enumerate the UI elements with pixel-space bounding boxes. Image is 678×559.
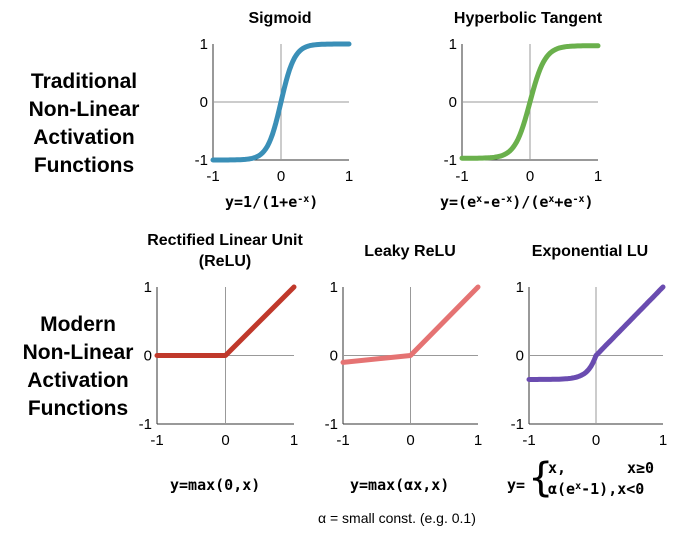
elu-formula-prefix: y= xyxy=(507,476,526,494)
series-line xyxy=(459,43,601,161)
series-line xyxy=(340,284,481,365)
sigmoid-formula: y=1/(1+e-x) xyxy=(225,193,318,211)
formula-part: α(e xyxy=(548,480,576,498)
y-tick-label: 0 xyxy=(330,348,338,365)
y-tick-label: 1 xyxy=(330,279,338,296)
x-tick-label: -1 xyxy=(455,168,468,185)
elu-formula-brace: { xyxy=(528,455,554,501)
modern-title-line: Functions xyxy=(27,397,129,420)
elu-title: Exponential LU xyxy=(531,243,649,260)
y-tick-label: 0 xyxy=(144,348,152,365)
series-line xyxy=(154,284,297,358)
modern-title-line: Activation xyxy=(27,369,129,392)
series-line xyxy=(526,284,666,382)
traditional-title-line: Functions xyxy=(33,154,135,177)
x-tick-label: 0 xyxy=(592,432,600,449)
x-tick-label: 1 xyxy=(290,432,298,449)
formula-part: y=1/(1+e xyxy=(225,193,298,211)
x-tick-label: 1 xyxy=(594,168,602,185)
traditional-title-line: Non-Linear xyxy=(28,98,140,121)
leaky-relu-title: Leaky ReLU xyxy=(364,243,456,260)
leaky-relu-formula: y=max(αx,x) xyxy=(350,476,450,494)
x-tick-label: 1 xyxy=(345,168,353,185)
modern-title-line: Non-Linear xyxy=(22,341,134,364)
tanh-title: Hyperbolic Tangent xyxy=(453,10,603,27)
alpha-note: α = small const. (e.g. 0.1) xyxy=(318,510,476,526)
relu-formula: y=max(0,x) xyxy=(170,476,261,494)
modern-title-line: Modern xyxy=(40,313,116,336)
formula-part: -1),x<0 xyxy=(581,480,645,498)
y-tick-label: 0 xyxy=(449,94,457,111)
modern-section-title: Modern Non-Linear Activation Functions xyxy=(0,311,156,423)
traditional-title-line: Activation xyxy=(33,126,135,149)
x-tick-label: 0 xyxy=(277,168,285,185)
formula-sup: -x xyxy=(500,194,513,205)
x-tick-label: -1 xyxy=(522,432,535,449)
y-tick-label: -1 xyxy=(325,416,338,433)
y-tick-label: -1 xyxy=(195,152,208,169)
elu-formula-case1-cond: x≥0 xyxy=(627,459,655,477)
sigmoid-chart: -1 0 1 1 0 -1 xyxy=(195,36,354,185)
x-tick-label: -1 xyxy=(336,432,349,449)
formula-sup: x xyxy=(476,194,483,205)
formula-part: +e xyxy=(554,193,573,211)
y-tick-label: 0 xyxy=(516,348,524,365)
formula-sup: -x xyxy=(572,194,585,205)
formula-part: -e xyxy=(482,193,501,211)
tanh-chart: -1 0 1 1 0 -1 xyxy=(444,36,603,185)
y-tick-label: 0 xyxy=(200,94,208,111)
x-tick-label: -1 xyxy=(150,432,163,449)
x-tick-label: 1 xyxy=(659,432,667,449)
y-tick-label: 1 xyxy=(449,36,457,53)
relu-chart: -1 0 1 1 0 -1 xyxy=(139,279,299,449)
formula-sup: x xyxy=(548,194,555,205)
y-tick-label: 1 xyxy=(200,36,208,53)
y-tick-label: -1 xyxy=(139,416,152,433)
x-tick-label: 0 xyxy=(406,432,414,449)
formula-part: y=(e xyxy=(440,193,477,211)
x-tick-label: 0 xyxy=(221,432,229,449)
sigmoid-title: Sigmoid xyxy=(248,10,312,27)
formula-sup: -x xyxy=(297,194,310,205)
leaky-relu-chart: -1 0 1 1 0 -1 xyxy=(325,279,483,449)
series-line xyxy=(210,41,352,163)
y-tick-label: -1 xyxy=(511,416,524,433)
elu-chart: -1 0 1 1 0 -1 xyxy=(511,279,668,449)
tanh-formula: y=(ex-e-x)/(ex+e-x) xyxy=(440,193,594,211)
x-tick-label: 1 xyxy=(474,432,482,449)
traditional-title-line: Traditional xyxy=(30,70,138,93)
elu-formula-case1-expr: x, xyxy=(548,459,567,477)
traditional-section-title: Traditional Non-Linear Activation Functi… xyxy=(0,68,168,180)
relu-title: Rectified Linear Unit (ReLU) xyxy=(110,230,340,272)
elu-formula-case2: α(ex-1),x<0 xyxy=(548,480,644,498)
y-tick-label: 1 xyxy=(516,279,524,296)
formula-sup: x xyxy=(575,481,582,492)
y-tick-label: -1 xyxy=(444,152,457,169)
x-tick-label: -1 xyxy=(206,168,219,185)
relu-title-line: Rectified Linear Unit xyxy=(147,232,303,249)
formula-part: ) xyxy=(584,193,594,211)
relu-title-line: (ReLU) xyxy=(198,253,252,270)
y-tick-label: 1 xyxy=(144,279,152,296)
x-tick-label: 0 xyxy=(526,168,534,185)
formula-part: ) xyxy=(309,193,319,211)
formula-part: )/(e xyxy=(512,193,549,211)
